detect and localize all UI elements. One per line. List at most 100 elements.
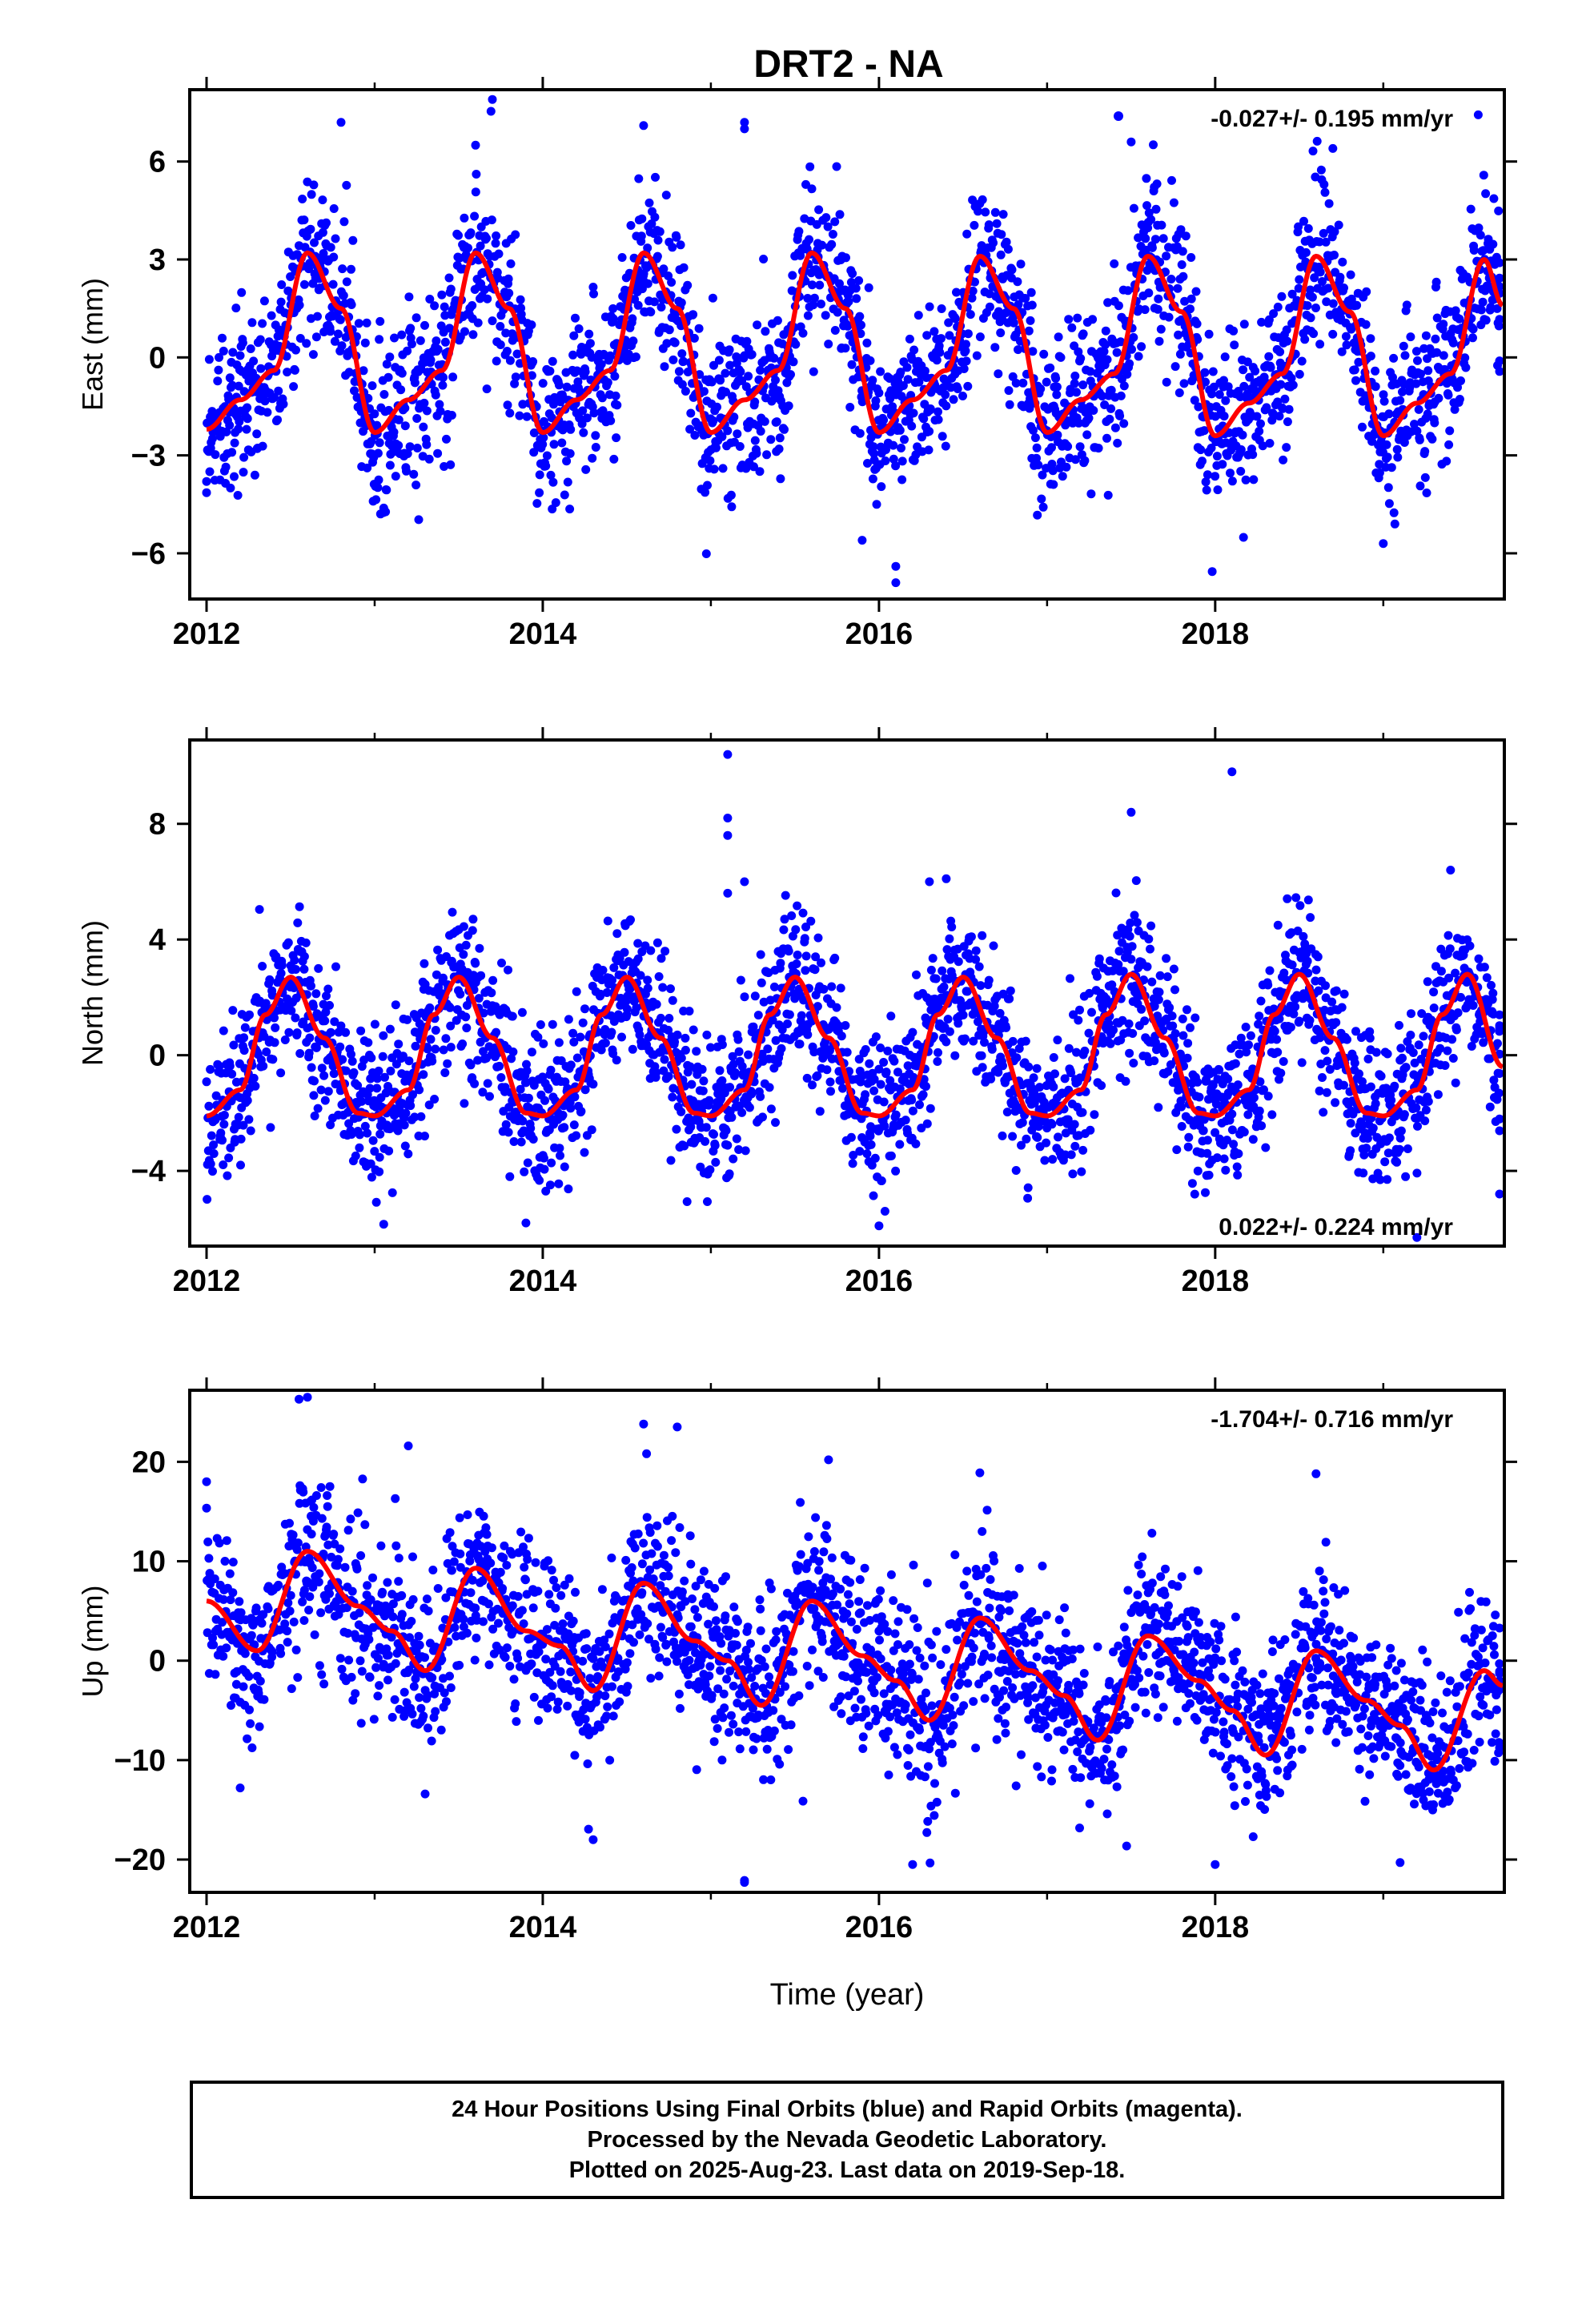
north-point — [926, 965, 936, 975]
north-point — [749, 1022, 758, 1031]
east-point — [466, 228, 476, 238]
east-point — [1273, 302, 1283, 312]
north-point — [626, 915, 635, 924]
north-point — [524, 1093, 533, 1103]
north-point — [731, 1068, 740, 1077]
east-point — [549, 400, 558, 409]
north-point — [331, 962, 340, 971]
north-point — [1453, 1008, 1463, 1018]
east-point — [1239, 365, 1248, 375]
east-point — [990, 343, 1000, 352]
east-point — [1213, 485, 1223, 495]
east-point — [1495, 258, 1504, 267]
north-point — [219, 1160, 228, 1169]
north-point — [411, 1041, 420, 1051]
north-point — [492, 1027, 501, 1037]
east-point — [390, 333, 399, 343]
east-point — [1119, 381, 1129, 391]
east-point — [938, 432, 947, 441]
north-point — [370, 1019, 379, 1029]
north-point — [527, 1047, 536, 1057]
north-point — [385, 1024, 395, 1034]
north-point — [1203, 1136, 1212, 1145]
north-point — [865, 1132, 875, 1141]
east-point — [1072, 388, 1081, 397]
east-point — [468, 301, 477, 310]
north-point — [1162, 954, 1171, 963]
north-point — [539, 1039, 548, 1048]
east-point — [874, 388, 884, 398]
east-point — [992, 219, 1002, 228]
north-point — [876, 1080, 885, 1089]
north-point — [458, 1039, 468, 1048]
east-point — [686, 408, 696, 418]
north-point — [461, 1012, 471, 1022]
east-point — [1315, 267, 1325, 277]
north-point — [756, 950, 765, 959]
east-point — [538, 440, 548, 449]
east-point — [1276, 380, 1286, 389]
east-point — [670, 338, 680, 348]
east-point — [889, 440, 898, 450]
east-point — [925, 302, 934, 312]
east-point — [1157, 220, 1166, 230]
east-point — [1366, 334, 1375, 344]
north-point — [243, 1096, 252, 1105]
east-point — [539, 433, 548, 442]
north-point — [1032, 1063, 1042, 1073]
north-point — [1186, 1023, 1195, 1032]
north-point — [1162, 972, 1172, 982]
north-point — [1094, 954, 1104, 963]
north-point — [1267, 1110, 1277, 1120]
north-point — [661, 947, 670, 956]
east-point — [1256, 419, 1265, 428]
east-outlier-point — [1126, 137, 1136, 147]
east-point — [565, 505, 575, 514]
east-point — [612, 433, 621, 443]
east-point — [310, 238, 319, 247]
east-point — [255, 335, 265, 344]
east-point — [985, 302, 994, 312]
north-point — [305, 1033, 315, 1043]
east-point — [1473, 110, 1483, 119]
north-point — [1172, 1145, 1182, 1155]
east-point — [549, 440, 559, 449]
north-point — [1343, 1035, 1351, 1044]
north-point — [825, 1077, 835, 1087]
north-point — [1127, 942, 1137, 951]
north-point — [545, 1180, 555, 1190]
east-point — [1207, 567, 1217, 577]
north-point — [1339, 1080, 1348, 1090]
north-point — [763, 1044, 773, 1054]
north-point — [891, 1166, 901, 1176]
east-point — [953, 384, 962, 393]
north-point — [1286, 1023, 1295, 1032]
north-point — [535, 1176, 544, 1185]
east-point — [492, 231, 501, 240]
east-point — [471, 187, 480, 197]
north-point — [1070, 1141, 1080, 1151]
east-point — [1114, 301, 1123, 311]
north-point — [701, 1123, 711, 1132]
east-point — [1203, 470, 1212, 480]
east-point — [1284, 404, 1294, 414]
east-point — [1275, 347, 1285, 356]
north-point — [1423, 1096, 1433, 1106]
east-point — [736, 367, 745, 376]
north-point — [681, 1033, 690, 1043]
east-point — [1227, 476, 1237, 486]
east-point — [1186, 294, 1196, 304]
north-point — [1295, 901, 1305, 911]
east-point — [597, 393, 607, 403]
north-point — [699, 1076, 709, 1086]
north-point — [740, 992, 749, 1002]
east-point — [412, 444, 422, 452]
east-point — [932, 356, 942, 365]
east-point — [318, 227, 327, 237]
east-point — [626, 221, 636, 230]
east-point — [1316, 165, 1326, 175]
north-point — [643, 983, 652, 993]
north-point — [468, 926, 477, 935]
north-point — [1167, 1011, 1177, 1021]
north-point — [290, 955, 299, 965]
